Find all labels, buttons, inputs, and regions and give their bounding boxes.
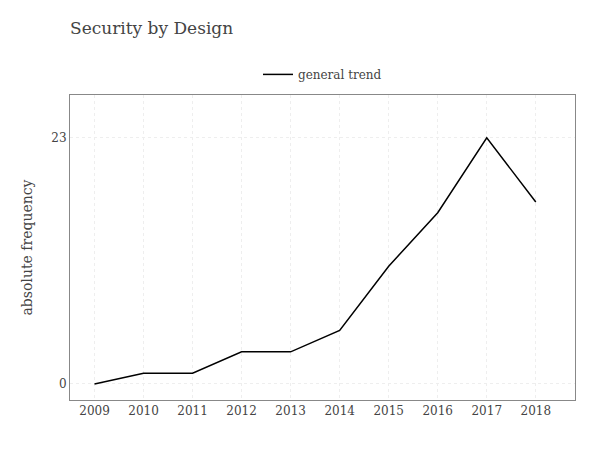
svg-text:2011: 2011 <box>177 404 208 418</box>
svg-text:2015: 2015 <box>373 404 404 418</box>
svg-text:2012: 2012 <box>226 404 257 418</box>
svg-text:23: 23 <box>51 131 66 145</box>
svg-text:2010: 2010 <box>128 404 159 418</box>
svg-text:2016: 2016 <box>422 404 453 418</box>
svg-text:2017: 2017 <box>471 404 502 418</box>
svg-text:2009: 2009 <box>79 404 110 418</box>
svg-text:2018: 2018 <box>521 404 552 418</box>
svg-text:absolute frequency: absolute frequency <box>19 179 35 315</box>
svg-text:2013: 2013 <box>275 404 306 418</box>
svg-text:2014: 2014 <box>324 404 355 418</box>
svg-text:Security by Design: Security by Design <box>70 18 233 38</box>
svg-text:general trend: general trend <box>298 68 382 82</box>
svg-text:0: 0 <box>59 377 67 391</box>
